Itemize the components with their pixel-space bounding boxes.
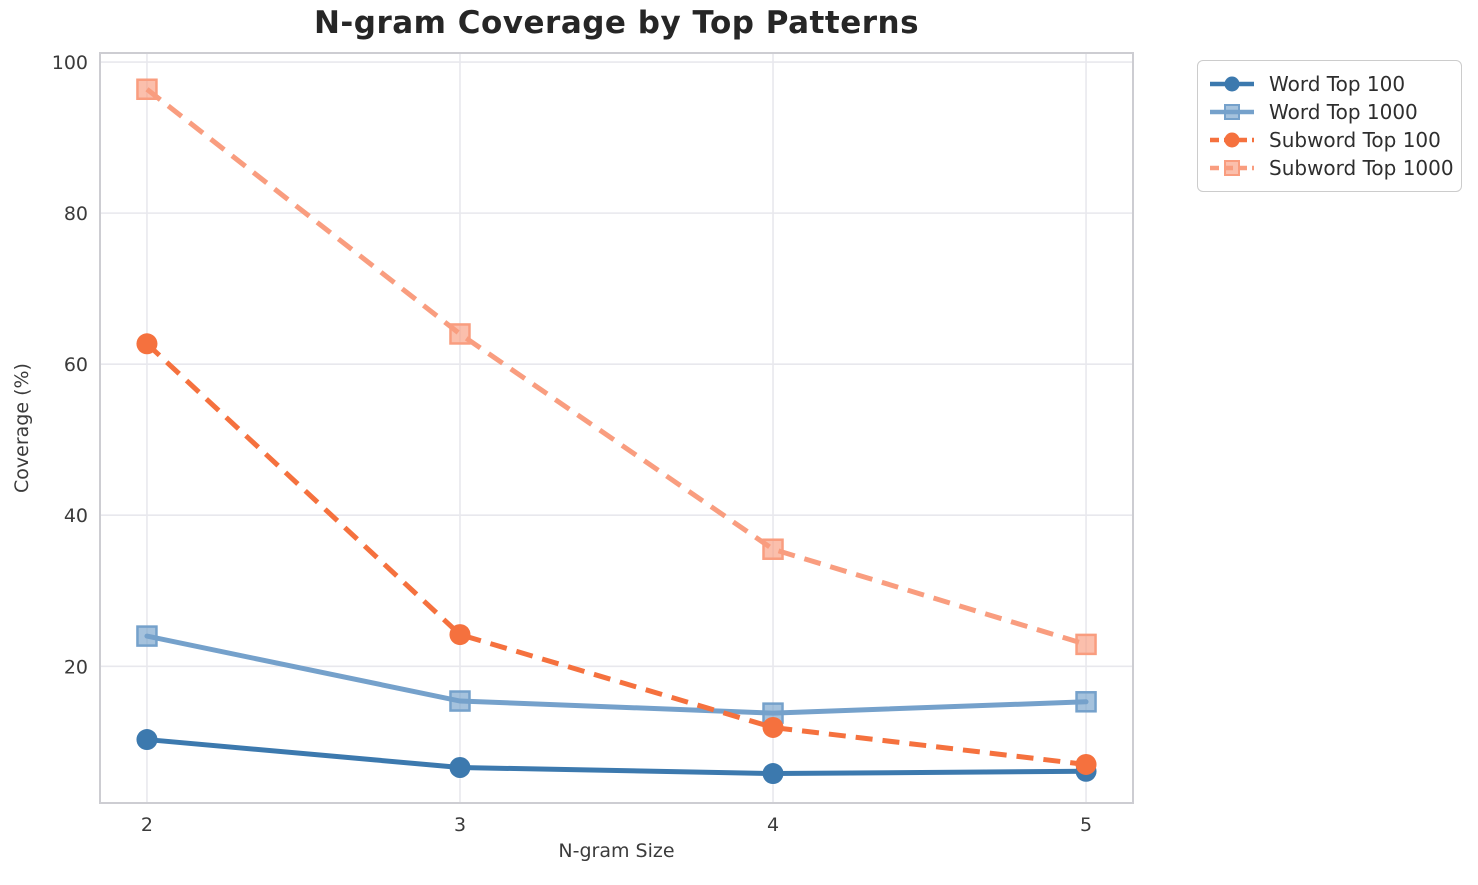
legend-label-word-top-1000: Word Top 1000 bbox=[1269, 99, 1418, 124]
y-tick-label-100: 100 bbox=[52, 52, 88, 74]
marker-subword-top-100-x4 bbox=[762, 716, 784, 738]
series-line-word-top-1000 bbox=[144, 633, 1089, 716]
marker-subword-top-100-x2 bbox=[136, 333, 158, 355]
x-tick-label-2: 2 bbox=[141, 814, 153, 836]
marker-subword-top-1000-x3 bbox=[449, 323, 471, 345]
marker-subword-top-1000-x4 bbox=[762, 538, 784, 560]
marker-subword-top-1000-x5 bbox=[1075, 633, 1097, 656]
legend-item-word-top-100: Word Top 100 bbox=[1208, 70, 1449, 97]
legend-label-word-top-100: Word Top 100 bbox=[1269, 71, 1406, 96]
legend-item-subword-top-100: Subword Top 100 bbox=[1208, 127, 1449, 154]
legend-label-subword-top-1000: Subword Top 1000 bbox=[1269, 156, 1454, 181]
chart-title: N-gram Coverage by Top Patterns bbox=[313, 5, 920, 41]
y-tick-label-80: 80 bbox=[64, 203, 88, 225]
series-line-subword-top-100 bbox=[145, 341, 1087, 767]
y-tick-label-20: 20 bbox=[64, 656, 88, 678]
legend-sample-word-top-1000 bbox=[1210, 103, 1254, 120]
marker-subword-top-100-x3 bbox=[449, 624, 471, 646]
series-line-word-top-100 bbox=[144, 737, 1089, 777]
legend-sample-subword-top-100 bbox=[1210, 132, 1254, 148]
marker-word-top-1000-x2 bbox=[136, 625, 158, 647]
marker-word-top-100-x2 bbox=[136, 729, 158, 751]
x-axis-label: N-gram Size bbox=[558, 840, 675, 862]
plot-border bbox=[99, 52, 1134, 804]
legend-item-subword-top-1000: Subword Top 1000 bbox=[1208, 155, 1454, 182]
marker-word-top-1000-x5 bbox=[1075, 691, 1097, 713]
marker-word-top-1000-x3 bbox=[449, 690, 471, 712]
series-line-subword-top-1000 bbox=[145, 87, 1087, 647]
legend-box: Word Top 100 Word Top 1000 Subword Top 100… bbox=[1197, 60, 1462, 192]
legend-item-word-top-1000: Word Top 1000 bbox=[1208, 98, 1449, 125]
legend-sample-word-top-100 bbox=[1210, 76, 1254, 91]
y-tick-label-40: 40 bbox=[64, 505, 88, 527]
marker-subword-top-1000-x2 bbox=[136, 78, 158, 101]
legend-sample-subword-top-1000 bbox=[1210, 160, 1254, 177]
marker-word-top-100-x3 bbox=[449, 757, 471, 779]
y-axis-label: Coverage (%) bbox=[11, 363, 33, 493]
x-tick-label-3: 3 bbox=[454, 814, 466, 836]
x-tick-label-5: 5 bbox=[1080, 814, 1092, 836]
marker-word-top-100-x4 bbox=[762, 763, 784, 785]
legend-label-subword-top-100: Subword Top 100 bbox=[1269, 128, 1441, 153]
x-tick-label-4: 4 bbox=[767, 814, 779, 836]
marker-subword-top-100-x5 bbox=[1075, 753, 1097, 775]
y-tick-label-60: 60 bbox=[64, 354, 88, 376]
